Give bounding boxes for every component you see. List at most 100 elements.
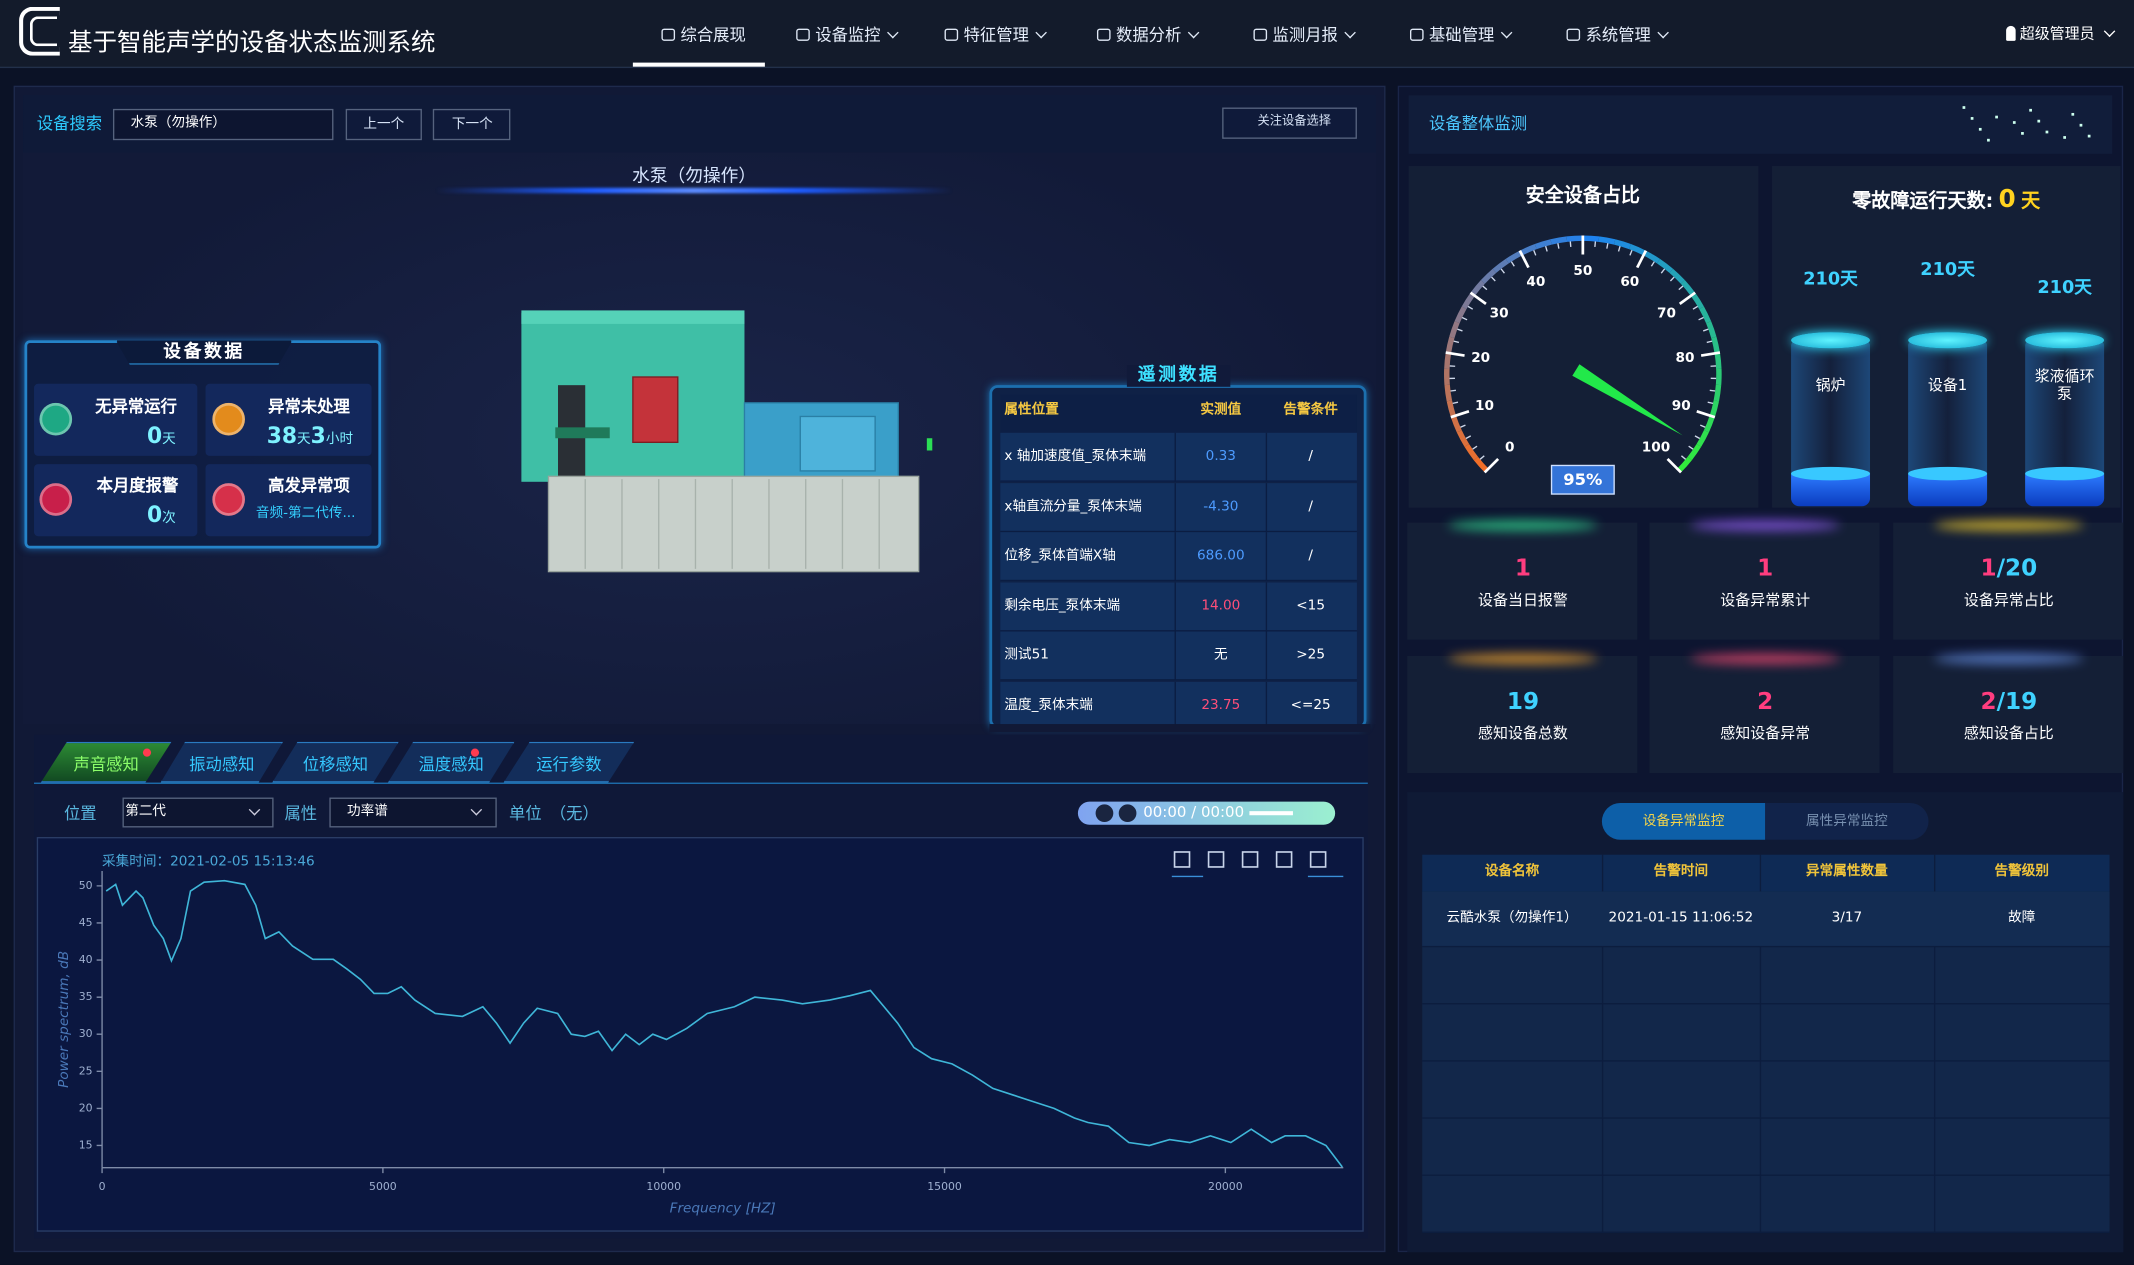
device-data-value-part: 0: [147, 422, 162, 448]
gauge-minor-tick: [1534, 250, 1536, 255]
device-data-value-part: 38: [267, 422, 297, 448]
nav-item[interactable]: 监测月报: [1273, 26, 1338, 46]
tank-liquid-top: [2025, 467, 2104, 481]
y-tick-label: 30: [79, 1027, 93, 1040]
toolbar-icon[interactable]: [1175, 852, 1190, 867]
gauge-arc: [1671, 271, 1683, 282]
device-data-label: 本月度报警: [97, 476, 179, 496]
audio-progress: [1249, 811, 1293, 815]
y-tick-label: 25: [79, 1064, 93, 1077]
tab-dot: [143, 749, 151, 757]
gearbox-detail: [800, 416, 875, 470]
device-data-title: 设备数据: [163, 342, 245, 363]
gauge-arc: [1717, 353, 1719, 369]
telemetry-cell: 测试51: [1004, 648, 1049, 664]
alarm-column: 异常属性数量: [1806, 864, 1888, 880]
base: [548, 476, 918, 571]
telemetry-title: 遥测数据: [1127, 365, 1230, 386]
device-data-value-part: 0: [147, 501, 162, 527]
gauge-minor-tick: [1630, 250, 1632, 255]
tab-label: 位移感知: [303, 755, 368, 775]
tab-label: 温度感知: [418, 755, 483, 775]
nav-item[interactable]: 设备监控: [815, 26, 880, 46]
gauge-minor-tick: [1689, 446, 1694, 449]
telemetry-sep: [1175, 482, 1176, 531]
tank-liquid-top: [1908, 467, 1987, 481]
gauge-minor-tick: [1511, 262, 1514, 267]
toolbar-icon[interactable]: [1311, 852, 1326, 867]
sensor-marker: [927, 438, 932, 450]
gauge-tick-label: 90: [1672, 398, 1691, 414]
device-data-icon: [39, 403, 72, 436]
gauge-arc: [1447, 385, 1449, 401]
y-tick-label: 20: [79, 1101, 93, 1114]
gauge-minor-tick: [1595, 241, 1596, 246]
nav-item[interactable]: 系统管理: [1586, 26, 1651, 46]
nav-item[interactable]: 综合展现: [681, 26, 746, 46]
gauge-minor-tick: [1462, 317, 1467, 319]
header-dot: [2029, 109, 2032, 112]
nav-item[interactable]: 特征管理: [964, 26, 1029, 46]
header-dot: [2037, 120, 2040, 123]
nav-icon: [796, 29, 810, 41]
toolbar-icon[interactable]: [1209, 852, 1224, 867]
stat-label: 设备异常累计: [1720, 591, 1810, 609]
toolbar-icon[interactable]: [1277, 852, 1292, 867]
toolbar-icon[interactable]: [1243, 852, 1258, 867]
gauge-arc: [1702, 308, 1709, 322]
gauge-arc: [1630, 247, 1645, 253]
tab-label: 振动感知: [189, 755, 254, 775]
telemetry-sep: [1175, 632, 1176, 681]
gauge-minor-tick: [1679, 286, 1683, 290]
gauge-minor-tick: [1460, 425, 1465, 427]
alarm-cell: 云酷水泵（勿操作1）: [1446, 911, 1577, 927]
user-name[interactable]: 超级管理员: [2020, 25, 2095, 43]
gauge-arc: [1706, 416, 1712, 431]
gauge-arc: [1583, 238, 1599, 239]
gauge-arc: [1551, 239, 1567, 242]
telemetry-cell: /: [1308, 449, 1313, 465]
gauge-minor-tick: [1670, 277, 1674, 281]
gauge-minor-tick: [1695, 436, 1700, 439]
telemetry-cell: x 轴加速度值_泵体末端: [1004, 449, 1146, 465]
gauge-minor-tick: [1546, 246, 1548, 251]
chart-subtitle: 采集时间：2021-02-05 15:13:46: [102, 854, 315, 870]
tab-dot: [471, 749, 479, 757]
line-chart: 采集时间：2021-02-05 15:13:461520253035404550…: [37, 837, 1364, 1232]
device-data-value: 音频-第二代传...: [256, 504, 356, 523]
device-data-label: 高发异常项: [268, 476, 350, 496]
telemetry-column: 属性位置: [1004, 403, 1058, 419]
tab-label: 声音感知: [73, 755, 138, 775]
gauge-minor-tick: [1703, 329, 1708, 331]
tank-top: [1791, 332, 1870, 348]
gauge-minor-tick: [1454, 341, 1459, 342]
play-button[interactable]: [1096, 804, 1114, 822]
gauge-minor-tick: [1473, 446, 1478, 449]
stat-value-part: /20: [1997, 555, 2038, 582]
nav-icon: [1410, 29, 1424, 41]
stat-value-part: 2: [1757, 688, 1773, 715]
y-tick-label: 40: [79, 953, 93, 966]
nav-item[interactable]: 数据分析: [1116, 26, 1181, 46]
zero-fault-label: 零故障运行天数:: [1852, 191, 1993, 213]
stat-glow: [1448, 653, 1598, 664]
telemetry-sep: [1175, 582, 1176, 631]
motor-shaft: [555, 427, 609, 438]
stop-button[interactable]: [1119, 804, 1137, 822]
alarm-column: 设备名称: [1485, 864, 1539, 880]
device-data-icon: [212, 403, 245, 436]
telemetry-cell: /: [1308, 499, 1313, 515]
machine-illustration: [521, 310, 943, 575]
header-dot: [1979, 128, 1982, 131]
telemetry-cell: 14.00: [1201, 598, 1240, 614]
nav-icon: [945, 29, 959, 41]
x-tick-label: 0: [99, 1180, 106, 1193]
gauge-tick-label: 50: [1573, 263, 1592, 279]
telemetry-sep: [1266, 681, 1267, 730]
nav-item[interactable]: 基础管理: [1429, 26, 1494, 46]
nav-active-underline: [633, 63, 765, 67]
telemetry-cell: 686.00: [1197, 548, 1245, 564]
alarm-cell: 3/17: [1832, 911, 1863, 927]
stat-glow: [1934, 520, 2084, 531]
